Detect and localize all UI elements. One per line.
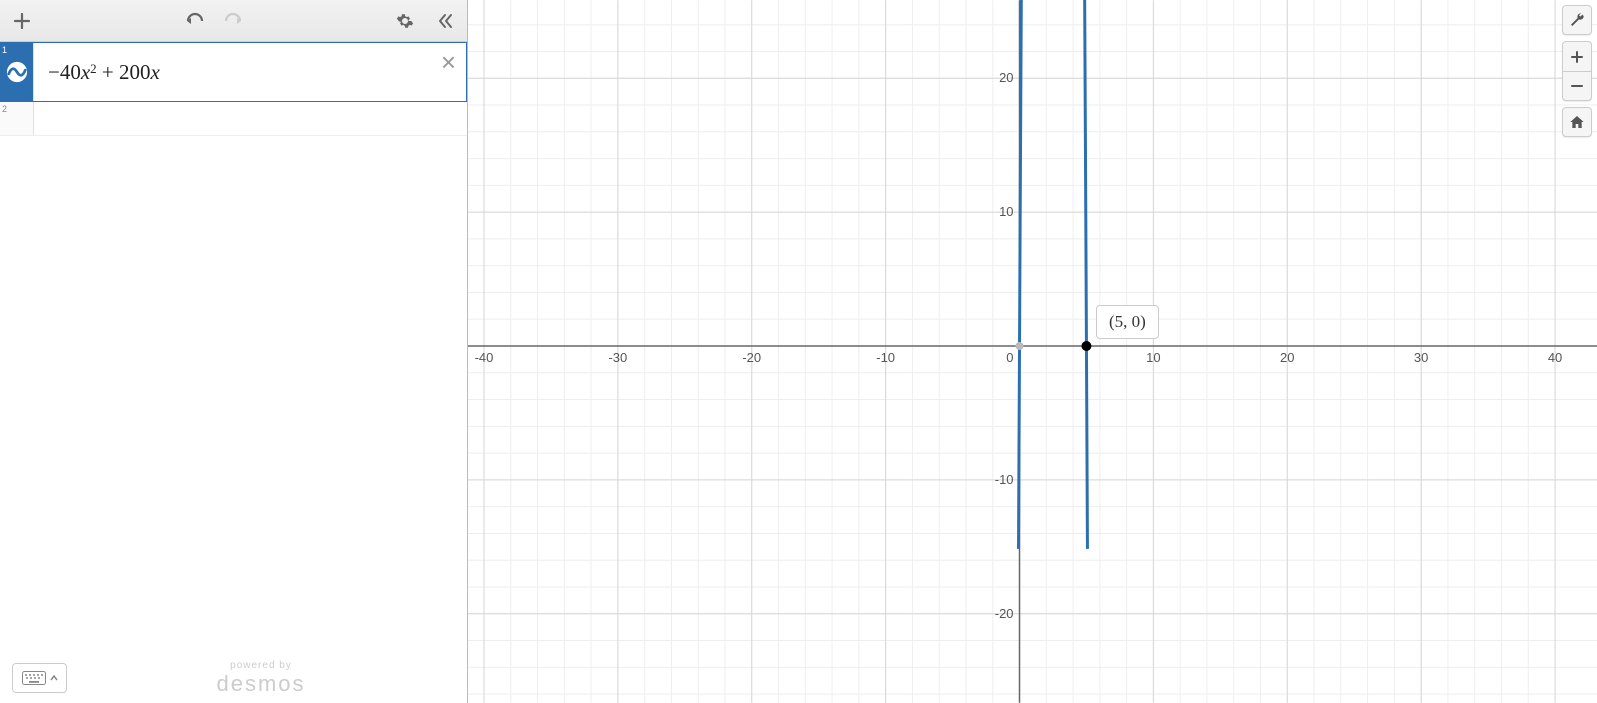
expression-input[interactable] — [34, 102, 467, 135]
collapse-panel-button[interactable] — [431, 7, 459, 35]
svg-text:10: 10 — [1146, 350, 1160, 365]
wave-icon — [6, 61, 28, 83]
svg-text:-10: -10 — [876, 350, 895, 365]
brand-text: desmos — [67, 671, 455, 697]
svg-text:0: 0 — [1006, 350, 1013, 365]
undo-button[interactable] — [181, 7, 209, 35]
svg-text:40: 40 — [1548, 350, 1562, 365]
zoom-in-button[interactable] — [1562, 41, 1592, 71]
expression-panel: 1 −40x2 + 200x × 2 — [0, 0, 467, 703]
add-expression-button[interactable] — [8, 7, 36, 35]
graph-svg[interactable]: -40 -30 -20 -10 10 20 30 40 -20 -10 10 20 0 — [468, 0, 1597, 703]
graph-canvas[interactable]: -40 -30 -20 -10 10 20 30 40 -20 -10 10 20 0 (5, 0) — [467, 0, 1597, 703]
svg-text:-30: -30 — [608, 350, 627, 365]
minus-icon — [1570, 79, 1584, 93]
expression-row[interactable]: 1 −40x2 + 200x × — [0, 42, 467, 102]
plus-icon — [1570, 50, 1584, 64]
svg-text:20: 20 — [999, 70, 1013, 85]
expression-color-tab[interactable]: 1 — [0, 43, 34, 101]
wrench-icon — [1569, 12, 1585, 28]
expression-index: 2 — [2, 104, 7, 114]
expression-text: −40x2 + 200x — [48, 60, 160, 85]
powered-by: powered by desmos — [67, 660, 455, 697]
expression-row-empty[interactable]: 2 — [0, 102, 467, 136]
zoom-out-button[interactable] — [1562, 71, 1592, 101]
powered-by-text: powered by — [67, 660, 455, 671]
graph-controls — [1562, 5, 1592, 137]
svg-text:-40: -40 — [475, 350, 494, 365]
toolbar — [0, 0, 467, 42]
expression-input[interactable]: −40x2 + 200x — [34, 43, 466, 101]
footer: powered by desmos — [0, 653, 467, 703]
chevron-up-icon — [50, 674, 58, 682]
graph-settings-button[interactable] — [1562, 5, 1592, 35]
keyboard-toggle-button[interactable] — [12, 663, 67, 693]
expression-index: 1 — [2, 45, 7, 55]
svg-text:-10: -10 — [995, 472, 1014, 487]
keyboard-icon — [22, 671, 46, 685]
expression-color-tab: 2 — [0, 102, 34, 135]
svg-text:20: 20 — [1280, 350, 1294, 365]
redo-button[interactable] — [219, 7, 247, 35]
svg-text:-20: -20 — [995, 606, 1014, 621]
home-icon — [1569, 114, 1585, 130]
svg-text:10: 10 — [999, 204, 1013, 219]
svg-text:30: 30 — [1414, 350, 1428, 365]
point-coordinate-label[interactable]: (5, 0) — [1096, 305, 1159, 339]
settings-button[interactable] — [391, 7, 419, 35]
home-button[interactable] — [1562, 107, 1592, 137]
svg-text:-20: -20 — [742, 350, 761, 365]
delete-expression-button[interactable]: × — [441, 49, 456, 75]
